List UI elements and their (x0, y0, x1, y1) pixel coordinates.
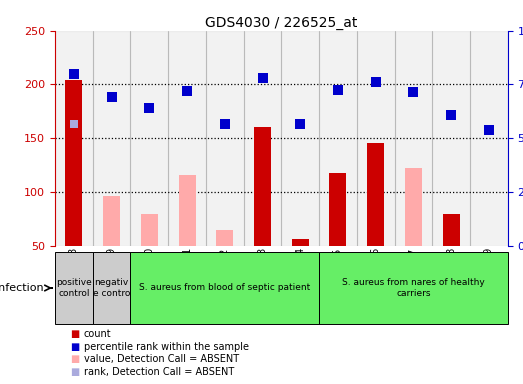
Bar (357, 31, 394, 246)
Text: positive
control: positive control (56, 278, 92, 298)
Text: infection: infection (0, 283, 43, 293)
Bar (168, 31, 206, 246)
Bar (443, 214, 460, 246)
Bar (55, 252, 93, 324)
Bar (93, 31, 130, 246)
Bar (319, 31, 357, 246)
Bar (470, 31, 508, 246)
Bar (130, 252, 319, 324)
Bar (65, 80, 82, 246)
Bar (178, 175, 196, 246)
Bar (254, 127, 271, 246)
Text: rank, Detection Call = ABSENT: rank, Detection Call = ABSENT (84, 367, 234, 377)
Text: S. aureus from nares of healthy
carriers: S. aureus from nares of healthy carriers (342, 278, 485, 298)
Text: ■: ■ (71, 342, 80, 352)
Bar (217, 230, 233, 246)
Bar (244, 31, 281, 246)
Bar (405, 168, 422, 246)
Title: GDS4030 / 226525_at: GDS4030 / 226525_at (205, 16, 358, 30)
Text: ■: ■ (71, 354, 80, 364)
Bar (292, 239, 309, 246)
Bar (103, 196, 120, 246)
Bar (130, 31, 168, 246)
Bar (93, 252, 130, 324)
Text: S. aureus from blood of septic patient: S. aureus from blood of septic patient (139, 283, 310, 293)
Text: negativ
e contro: negativ e contro (93, 278, 130, 298)
Bar (319, 252, 508, 324)
Text: ■: ■ (71, 329, 80, 339)
Bar (281, 31, 319, 246)
Bar (55, 31, 93, 246)
Bar (394, 31, 433, 246)
Text: value, Detection Call = ABSENT: value, Detection Call = ABSENT (84, 354, 239, 364)
Bar (206, 31, 244, 246)
Bar (367, 142, 384, 246)
Text: percentile rank within the sample: percentile rank within the sample (84, 342, 248, 352)
Bar (141, 214, 158, 246)
Text: ■: ■ (71, 367, 80, 377)
Bar (329, 173, 346, 246)
Text: count: count (84, 329, 111, 339)
Bar (433, 31, 470, 246)
